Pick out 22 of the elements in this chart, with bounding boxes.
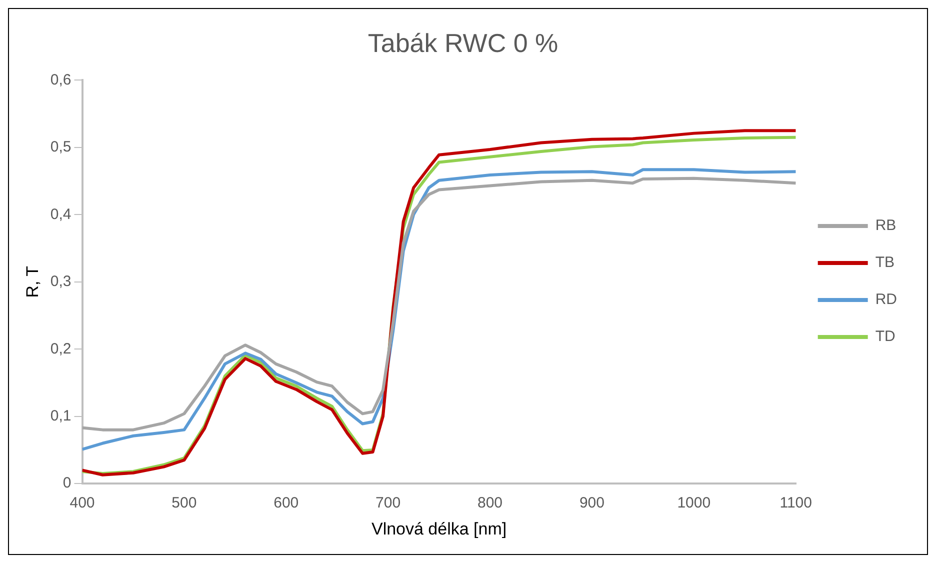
y-tick-label: 0,2 <box>50 340 72 358</box>
y-tick-label: 0,5 <box>50 138 72 156</box>
y-tick-label: 0 <box>62 474 72 492</box>
x-tick-label: 700 <box>376 494 401 512</box>
x-tick-label: 800 <box>478 494 503 512</box>
legend-label: TB <box>875 254 895 272</box>
x-tick-label: 400 <box>70 494 95 512</box>
y-tick-label: 0,6 <box>50 71 72 88</box>
legend-label: TD <box>875 328 896 346</box>
y-axis-title: R, T <box>22 266 42 298</box>
chart-title: Tabák RWC 0 % <box>368 28 558 58</box>
y-tick-label: 0,3 <box>50 273 72 290</box>
x-tick-label: 900 <box>579 494 604 512</box>
y-tick-label: 0,4 <box>50 206 72 223</box>
legend-label: RD <box>875 291 898 308</box>
x-tick-label: 1000 <box>677 494 711 512</box>
x-tick-label: 500 <box>172 494 197 512</box>
y-tick-label: 0,1 <box>50 408 72 425</box>
x-axis-title: Vlnová délka [nm] <box>371 519 507 538</box>
x-tick-label: 1100 <box>780 494 812 512</box>
legend-label: RB <box>875 217 896 234</box>
x-tick-label: 600 <box>274 494 299 512</box>
